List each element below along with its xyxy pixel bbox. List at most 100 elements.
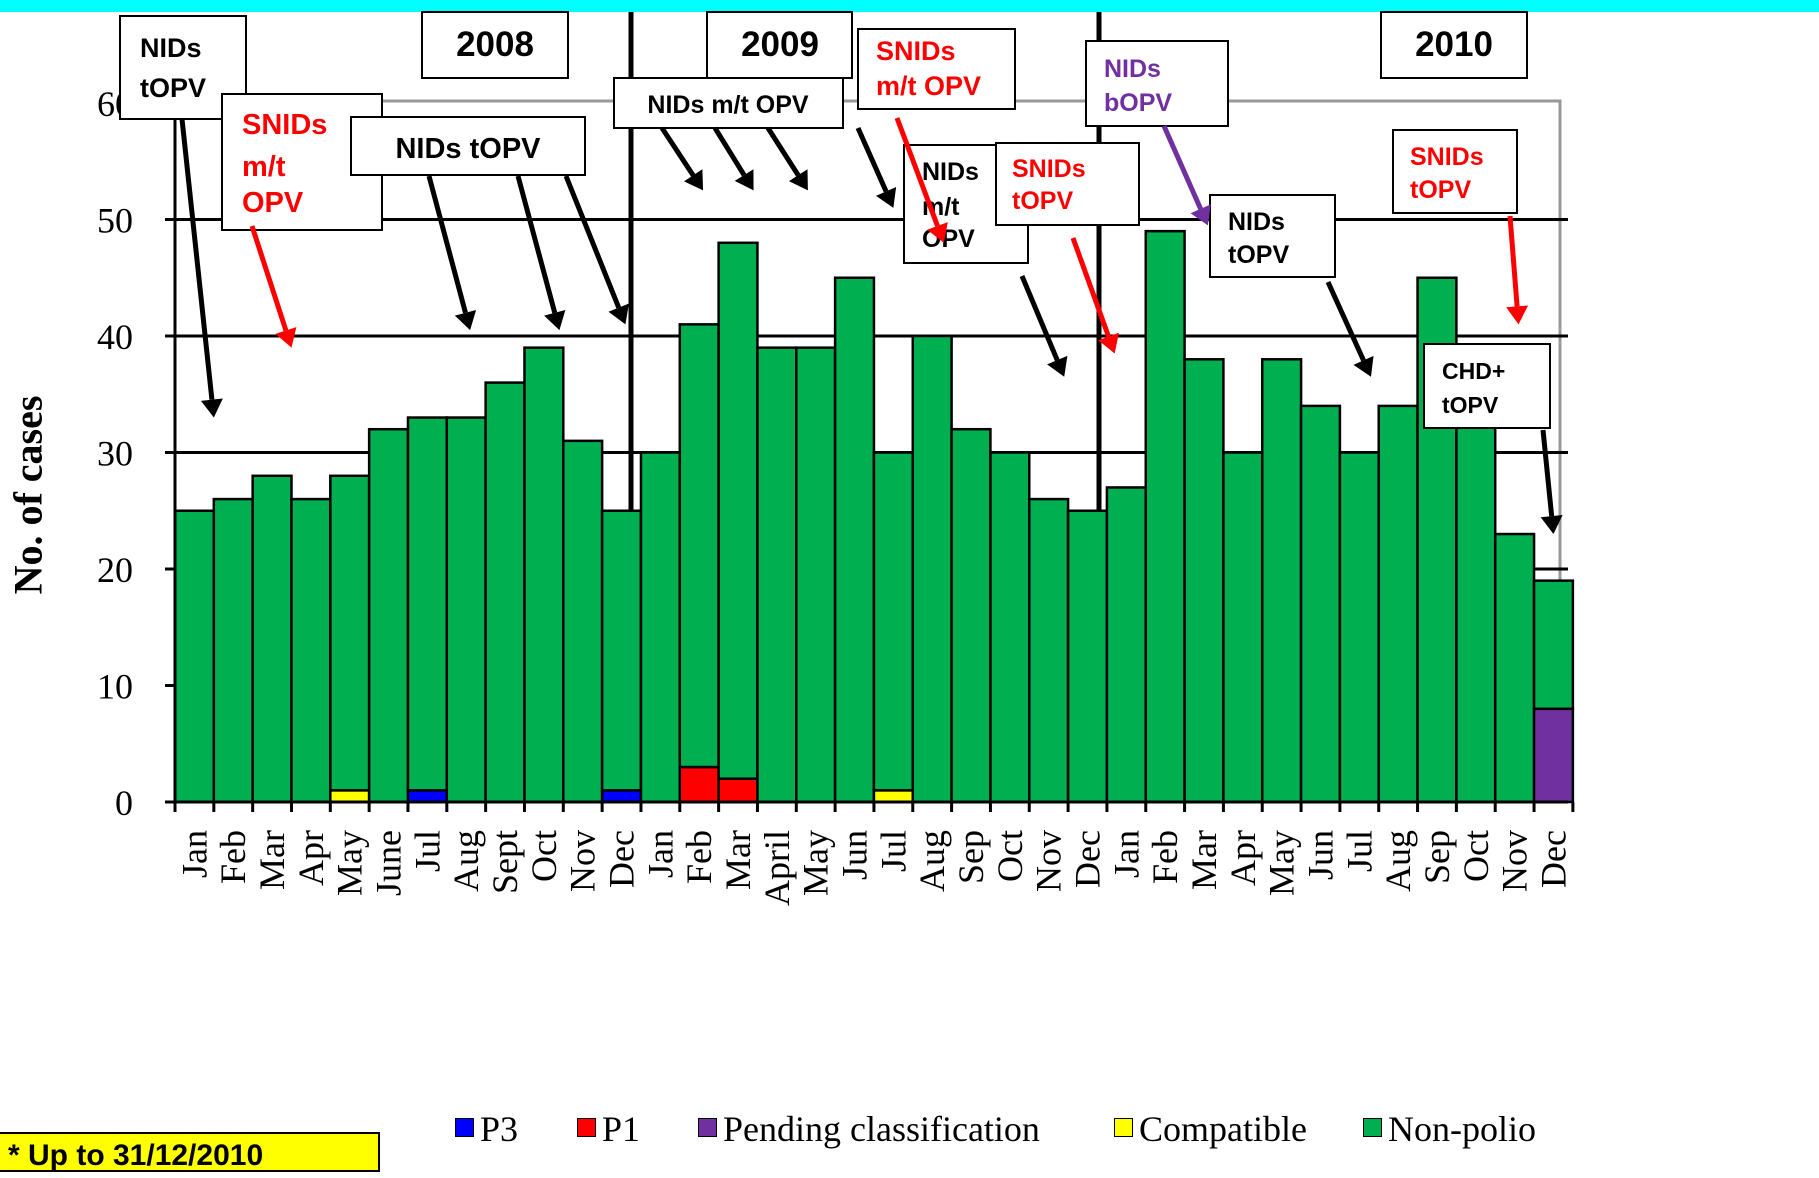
legend-item-compatible: Compatible [1114, 1107, 1307, 1152]
annotation-text-8-1: NIDs [922, 158, 979, 186]
legend-item-pending: Pending classification [698, 1107, 1040, 1152]
x-tick-label-14: Mar [718, 830, 758, 890]
arrow-head-10-1 [1190, 204, 1211, 226]
arrow-head-14-1 [1540, 515, 1563, 535]
bar-non-polio-30 [1338, 451, 1380, 804]
x-tick-label-0: Jan [174, 830, 214, 878]
y-tick-label-20: 20 [97, 550, 133, 590]
bar-non-polio-7 [445, 416, 487, 804]
annotation-text-1-1: NIDs [140, 33, 202, 63]
arrow-shaft-1-1 [179, 118, 215, 400]
x-tick-label-35: Dec [1533, 830, 1573, 888]
bar-non-polio-2 [251, 474, 293, 804]
bar-non-polio-5 [367, 427, 410, 804]
bar-non-polio-16 [795, 346, 837, 804]
bar-non-polio-35 [1532, 579, 1575, 711]
annotation-box-7 [857, 28, 1016, 110]
arrow-head-8-1 [1047, 355, 1068, 377]
x-tick-label-32: Sep [1417, 830, 1457, 884]
annotation-text-13-2: tOPV [1410, 176, 1471, 204]
annotation-box-11 [1209, 194, 1336, 278]
bar-non-polio-6 [406, 416, 449, 792]
x-tick-label-12: Jan [640, 830, 680, 878]
legend-label-p1: P1 [602, 1109, 641, 1149]
bar-non-polio-21 [989, 451, 1031, 804]
x-tick-label-18: Jul [873, 830, 913, 872]
legend-label-non-polio: Non-polio [1388, 1109, 1536, 1149]
x-tick-label-4: May [330, 830, 370, 896]
x-tick-label-6: Jul [407, 830, 447, 872]
arrow-shaft-14-1 [1540, 429, 1555, 517]
x-tick-label-10: Nov [563, 830, 603, 892]
annotation-box-14 [1423, 343, 1551, 429]
bar-non-polio-11 [600, 509, 643, 792]
annotation-text-11-1: NIDs [1228, 208, 1285, 236]
bar-pending-35 [1532, 707, 1575, 804]
legend-label-p3: P3 [480, 1109, 519, 1149]
x-tick-label-28: May [1262, 830, 1302, 896]
arrow-head-3-1 [454, 309, 477, 331]
bar-non-polio-29 [1299, 404, 1342, 804]
legend-label-pending: Pending classification [723, 1109, 1040, 1149]
arrow-shaft-7-1 [894, 117, 940, 227]
x-tick-label-1: Feb [213, 830, 253, 884]
x-tick-label-19: Aug [912, 830, 952, 892]
arrow-shaft-2-1 [249, 225, 289, 332]
x-tick-label-16: May [796, 830, 836, 896]
bar-non-polio-25 [1144, 229, 1186, 804]
x-tick-label-15: April [757, 830, 797, 906]
legend-item-p1: P1 [577, 1107, 640, 1152]
x-tick-label-25: Feb [1145, 830, 1185, 884]
annotation-text-4-1: 2008 [456, 25, 534, 64]
legend-swatch-p3 [455, 1118, 474, 1137]
legend-label-compatible: Compatible [1139, 1109, 1307, 1149]
annotation-box-5 [706, 11, 853, 79]
bar-non-polio-3 [290, 497, 332, 804]
bar-non-polio-20 [950, 427, 992, 804]
annotation-text-11-2: tOPV [1228, 241, 1289, 269]
arrow-shaft-13-1 [1507, 215, 1520, 307]
bar-non-polio-23 [1066, 509, 1109, 804]
x-tick-label-13: Feb [679, 830, 719, 884]
y-axis-label-text: No. of cases [5, 395, 51, 595]
bar-non-polio-12 [639, 451, 682, 804]
annotation-box-10 [1085, 40, 1229, 127]
arrow-head-6-4 [876, 186, 897, 208]
x-tick-label-26: Mar [1184, 830, 1224, 890]
title-band [0, 0, 1819, 12]
arrow-head-6-2 [734, 169, 754, 191]
arrow-shaft-8-1 [1019, 275, 1060, 362]
x-tick-label-5: June [369, 830, 409, 896]
bar-non-polio-13 [678, 323, 720, 769]
annotation-text-9-2: tOPV [1012, 187, 1073, 215]
arrow-shaft-6-3 [765, 126, 801, 177]
x-tick-label-23: Dec [1068, 830, 1108, 888]
arrow-shaft-3-2 [515, 175, 558, 314]
arrow-head-3-2 [544, 309, 566, 331]
arrow-head-6-3 [788, 169, 808, 191]
bar-non-polio-4 [329, 474, 371, 792]
bar-non-polio-22 [1028, 497, 1070, 804]
arrow-shaft-10-1 [1161, 124, 1203, 210]
annotation-text-2-2: m/t [242, 151, 286, 183]
annotation-text-2-1: SNIDs [242, 109, 327, 141]
arrow-head-7-1 [927, 222, 948, 243]
annotation-text-10-2: bOPV [1104, 89, 1172, 117]
y-tick-label-10: 10 [97, 667, 133, 707]
bar-non-polio-10 [562, 439, 604, 804]
bar-non-polio-0 [173, 509, 216, 804]
annotation-text-2-3: OPV [242, 187, 304, 219]
arrow-head-2-1 [275, 327, 297, 348]
x-tick-label-9: Oct [524, 830, 564, 882]
annotation-text-6-1: NIDs m/t OPV [647, 91, 808, 119]
annotation-box-6 [613, 77, 844, 129]
annotation-box-4 [421, 11, 569, 79]
x-tick-label-31: Aug [1378, 830, 1418, 892]
annotation-text-1-2: tOPV [140, 73, 206, 103]
annotation-text-3-1: NIDs tOPV [395, 133, 541, 165]
bar-p1-13 [678, 765, 720, 804]
annotation-text-7-2: m/t OPV [876, 71, 981, 101]
legend-swatch-compatible [1114, 1118, 1133, 1137]
arrow-shaft-3-1 [426, 175, 468, 314]
